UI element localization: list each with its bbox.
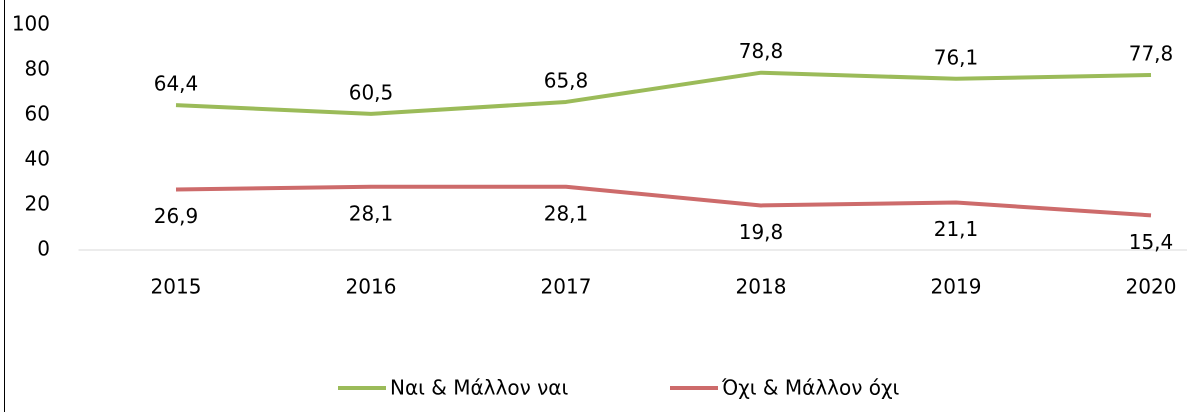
data-label: 65,8 (544, 68, 589, 92)
series-line (175, 70, 1152, 116)
legend-label: Όχι & Μάλλον όχι (721, 376, 900, 400)
series-line (175, 184, 1152, 218)
x-tick-label: 2017 (541, 275, 592, 299)
x-tick-label: 2018 (736, 275, 787, 299)
x-tick-label: 2019 (931, 275, 982, 299)
data-label: 19,8 (739, 220, 784, 244)
y-tick-label: 80 (25, 57, 50, 81)
y-tick-label: 100 (12, 12, 50, 36)
x-tick-label: 2016 (346, 275, 397, 299)
data-label: 28,1 (349, 201, 394, 225)
data-label: 77,8 (1129, 41, 1174, 65)
data-label: 78,8 (739, 39, 784, 63)
y-tick-label: 40 (25, 147, 50, 171)
x-tick-label: 2015 (151, 275, 202, 299)
data-label: 28,1 (544, 201, 589, 225)
data-label: 26,9 (154, 204, 199, 228)
y-tick-label: 60 (25, 102, 50, 126)
y-tick-label: 20 (25, 192, 50, 216)
y-tick-label: 0 (37, 237, 50, 261)
data-label: 64,4 (154, 72, 199, 96)
legend-label: Ναι & Μάλλον ναι (390, 376, 568, 400)
x-tick-label: 2020 (1126, 275, 1177, 299)
data-label: 15,4 (1129, 230, 1174, 254)
data-label: 76,1 (934, 45, 979, 69)
data-label: 21,1 (934, 217, 979, 241)
data-label: 60,5 (349, 80, 394, 104)
